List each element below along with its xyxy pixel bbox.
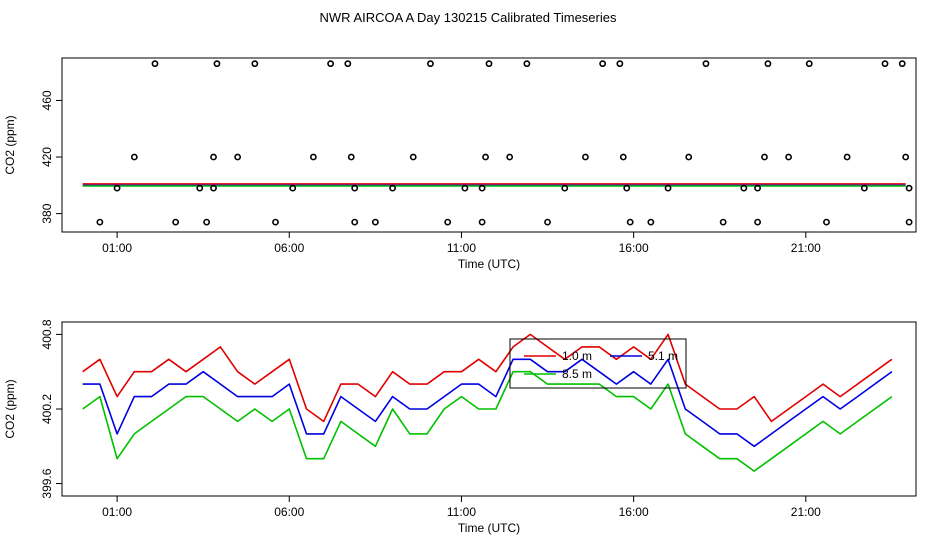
data-point [130, 153, 138, 161]
legend: 1.0 m 5.1 m 8.5 m [509, 338, 687, 389]
data-point [196, 184, 204, 192]
y-tick-label: 399.6 [40, 468, 54, 498]
data-point [309, 153, 317, 161]
panel-top: 01:00 06:00 11:00 16:00 21:00 Time (UTC) 380 42… [3, 57, 917, 271]
data-point [754, 218, 761, 226]
data-point [210, 184, 217, 192]
data-point [506, 153, 514, 161]
y-axis-label: CO2 (ppm) [3, 115, 17, 174]
data-point [902, 153, 910, 161]
y-tick-label: 400.8 [40, 319, 54, 349]
data-point [616, 60, 624, 68]
y-tick-label: 380 [40, 203, 54, 223]
x-tick-label: 16:00 [619, 241, 649, 255]
data-point [685, 153, 693, 161]
data-point [523, 60, 531, 68]
legend-label: 8.5 m [562, 367, 592, 381]
data-point [213, 60, 221, 68]
data-point [664, 184, 672, 192]
series-line-8-5-m [82, 370, 893, 472]
data-point [740, 184, 748, 192]
data-point [203, 218, 211, 226]
data-point [843, 153, 851, 161]
data-point [347, 153, 355, 161]
data-point [754, 184, 761, 192]
x-tick-label: 06:00 [274, 241, 304, 255]
x-tick-label: 21:00 [791, 505, 821, 519]
data-point [823, 218, 830, 226]
chart-title: NWR AIRCOA A Day 130215 Calibrated Times… [320, 10, 617, 25]
x-tick-label: 16:00 [619, 505, 649, 519]
data-point [344, 60, 352, 68]
data-point [272, 218, 279, 226]
data-point [898, 60, 906, 68]
x-tick-label: 11:00 [447, 505, 476, 519]
x-tick-label: 06:00 [274, 505, 304, 519]
x-axis-label: Time (UTC) [458, 521, 520, 535]
data-point [719, 218, 727, 226]
data-point [485, 60, 493, 68]
data-point [96, 218, 104, 226]
series-line-5-1-m [82, 358, 893, 448]
data-point [478, 218, 486, 226]
data-point [172, 218, 180, 226]
data-point [905, 218, 913, 226]
data-point [427, 60, 434, 68]
data-point [289, 184, 297, 192]
data-point [351, 184, 359, 192]
data-point [327, 60, 334, 68]
legend-box [509, 338, 687, 389]
data-point [905, 184, 913, 192]
data-point [151, 60, 159, 68]
data-point [461, 184, 469, 192]
data-point [805, 60, 813, 68]
data-point [234, 153, 242, 161]
data-point [371, 218, 379, 226]
x-tick-label: 01:00 [102, 241, 132, 255]
data-point [478, 184, 486, 192]
legend-label: 1.0 m [562, 349, 592, 363]
data-point [599, 60, 607, 68]
data-point [482, 153, 489, 161]
data-point [210, 153, 217, 161]
data-point [351, 218, 359, 226]
data-point [113, 184, 121, 192]
data-point [702, 60, 710, 68]
data-point [561, 184, 569, 192]
x-tick-label: 21:00 [791, 241, 821, 255]
data-point [785, 153, 792, 161]
data-point [619, 153, 627, 161]
y-tick-label: 420 [40, 147, 54, 167]
data-point [626, 218, 634, 226]
data-point [764, 60, 772, 68]
y-axis-label: CO2 (ppm) [3, 379, 17, 438]
data-point [623, 184, 631, 192]
series-line-1-0-m [82, 333, 893, 423]
data-point [409, 153, 417, 161]
data-point [582, 153, 589, 161]
y-tick-label: 460 [40, 90, 54, 110]
data-point [389, 184, 396, 192]
y-tick-label: 400.2 [40, 394, 54, 424]
x-tick-label: 11:00 [447, 241, 476, 255]
data-point [444, 218, 452, 226]
data-point [647, 218, 655, 226]
plot-frame [61, 57, 917, 233]
data-point [761, 153, 768, 161]
data-point [544, 218, 551, 226]
x-tick-label: 01:00 [102, 505, 132, 519]
data-point [881, 60, 889, 68]
data-point [860, 184, 868, 192]
legend-label: 5.1 m [648, 349, 678, 363]
panel-bottom: 01:00 06:00 11:00 16:00 21:00 Time (UTC) 399.6… [3, 319, 917, 535]
data-point [251, 60, 259, 68]
x-axis-label: Time (UTC) [458, 257, 520, 271]
